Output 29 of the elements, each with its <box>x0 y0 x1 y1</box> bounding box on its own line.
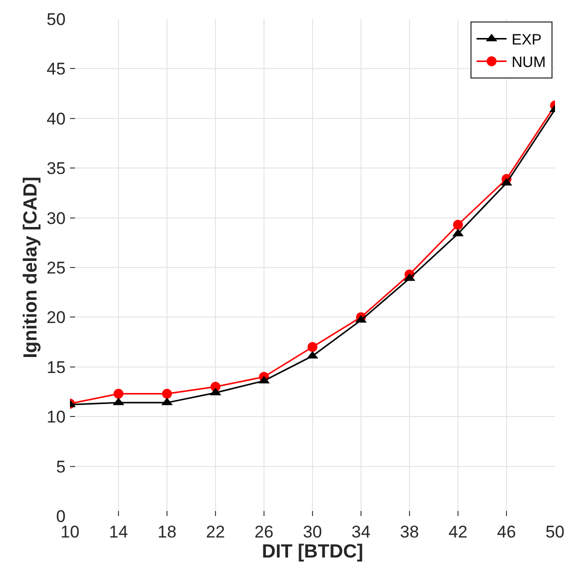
y-tick-label: 45 <box>46 60 66 79</box>
x-tick-label: 22 <box>206 522 225 542</box>
y-tick-label: 25 <box>46 258 66 278</box>
point <box>162 388 172 399</box>
point <box>308 342 318 352</box>
y-tick-label: 30 <box>46 208 66 228</box>
legend-label: NUM <box>512 54 546 72</box>
y-tick-label: 40 <box>46 109 66 128</box>
point <box>453 220 463 230</box>
x-tick-label: 18 <box>158 522 176 542</box>
y-tick-label: 50 <box>46 10 66 29</box>
y-axis-title: Ignition delay [CAD] <box>20 176 42 358</box>
y-tick-label: 5 <box>56 457 66 476</box>
point <box>114 388 124 399</box>
y-tick-label: 0 <box>56 506 66 526</box>
x-tick-label: 46 <box>497 522 516 542</box>
x-tick-label: 38 <box>400 522 419 542</box>
x-tick-label: 30 <box>303 522 322 542</box>
x-tick-label: 34 <box>352 522 370 542</box>
x-tick-label: 42 <box>448 522 468 542</box>
y-tick-label: 35 <box>46 159 66 178</box>
y-tick-label: 20 <box>46 308 66 328</box>
y-tick-label: 10 <box>46 408 66 427</box>
legend-label: EXP <box>512 32 542 49</box>
x-tick-label: 50 <box>546 522 564 542</box>
x-tick-label: 14 <box>109 522 128 542</box>
x-tick-label: 26 <box>254 522 274 542</box>
x-axis-title: DIT [BTDC] <box>262 541 364 562</box>
y-tick-label: 15 <box>46 358 66 377</box>
